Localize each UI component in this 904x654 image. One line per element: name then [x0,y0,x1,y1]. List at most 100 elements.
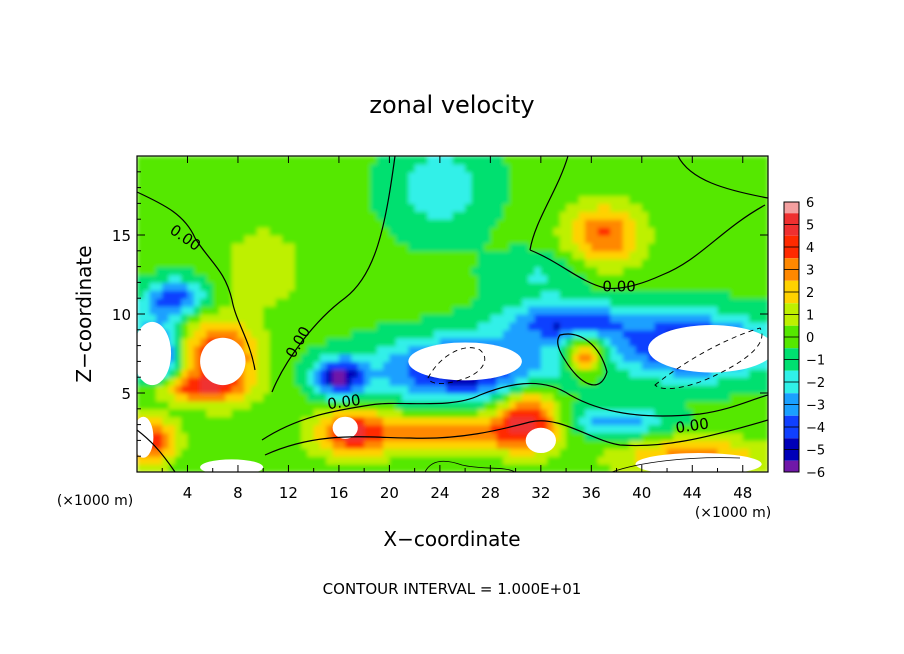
field-cell [237,424,245,434]
field-cell [742,377,750,386]
field-cell [540,219,548,228]
field-cell [155,393,163,402]
field-cell [502,203,510,212]
field-cell [465,266,473,276]
field-cell [736,385,744,394]
field-cell [319,211,327,220]
field-cell [566,171,573,181]
field-cell [528,258,536,268]
field-cell [408,432,416,441]
field-cell [603,440,611,449]
field-cell [597,171,605,181]
colorbar-label: −3 [806,399,825,414]
field-cell [414,424,422,434]
field-cell [597,195,605,204]
field-cell [711,274,719,283]
field-cell [364,408,372,418]
field-cell [408,416,416,426]
field-cell [338,171,346,181]
field-cell [351,187,359,197]
field-cell [749,440,756,449]
field-cell [736,179,744,189]
field-cell [736,448,744,457]
field-cell [237,282,245,291]
field-cell [155,156,163,165]
field-cell [496,187,504,197]
field-cell [414,448,422,457]
field-cell [635,321,643,331]
field-cell [137,235,144,244]
field-cell [559,456,567,465]
field-cell [673,235,681,244]
field-cell [168,440,176,449]
field-cell [629,242,637,252]
field-cell [427,432,435,441]
field-cell [212,187,220,197]
field-cell [402,274,409,283]
field-cell [231,424,239,434]
field-cell [319,361,327,370]
field-cell [566,187,573,197]
field-cell [206,235,214,244]
field-cell [338,321,346,331]
field-cell [338,393,346,402]
field-cell [319,227,327,236]
field-cell [338,456,346,465]
field-cell [174,329,182,339]
field-cell [383,290,390,299]
field-cell [420,321,428,331]
field-cell [717,432,725,441]
field-cell [521,242,529,252]
field-cell [193,353,201,362]
field-cell [301,400,308,410]
field-cell [402,464,409,472]
field-cell [181,290,189,299]
field-cell [420,440,428,449]
field-cell [496,211,504,220]
field-cell [471,385,479,394]
field-cell [736,227,744,236]
field-cell [408,156,416,165]
field-cell [547,361,555,370]
field-cell [376,448,384,457]
field-cell [275,440,283,449]
field-cell [490,163,498,173]
field-cell [528,361,536,370]
field-cell [231,235,239,244]
field-cell [484,195,491,204]
field-cell [187,416,195,426]
field-cell [181,416,189,426]
field-cell [313,274,321,283]
field-cell [225,432,233,441]
field-cell [635,290,643,299]
field-cell [597,187,605,197]
field-cell [572,282,580,291]
field-cell [749,369,756,378]
field-cell [193,361,201,370]
field-cell [603,306,611,315]
field-cell [307,266,315,276]
field-cell [591,282,599,291]
field-cell [736,424,744,434]
colorbar-label: 1 [806,309,814,324]
field-cell [723,440,731,449]
field-cell [313,440,321,449]
field-cell [629,369,637,378]
field-cell [660,424,668,434]
field-cell [168,456,176,465]
field-cell [313,385,321,394]
field-cell [376,408,384,418]
field-cell [263,353,271,362]
field-cell [673,321,681,331]
field-cell [408,337,416,347]
field-cell [610,314,618,323]
field-cell [275,448,283,457]
field-cell [547,282,555,291]
field-cell [219,211,226,220]
field-cell [332,369,340,378]
field-cell [603,274,611,283]
field-cell [193,456,201,465]
field-cell [685,290,693,299]
field-cell [471,171,479,181]
